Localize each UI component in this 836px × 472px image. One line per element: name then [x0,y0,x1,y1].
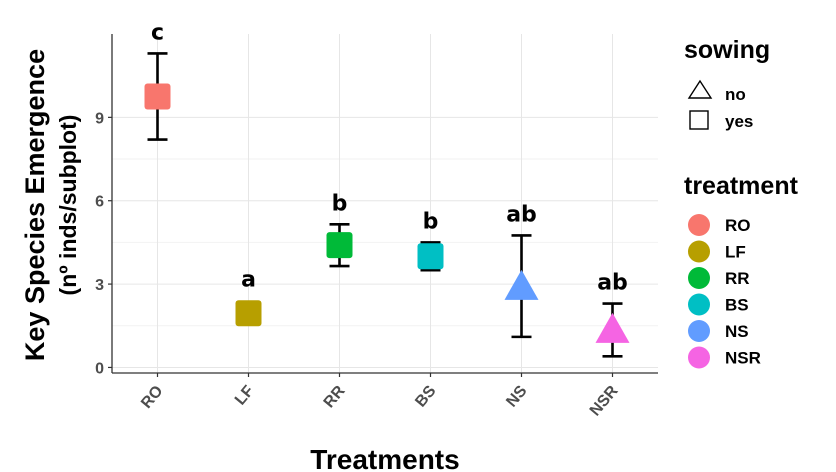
axes [108,34,658,377]
legend-treatment-label: NS [725,322,749,341]
x-tick-label: LF [232,382,258,408]
legend-sowing-title: sowing [684,36,770,64]
y-tick-label: 3 [95,277,104,294]
significance-letter: a [241,267,256,292]
significance-letter: c [151,20,164,45]
y-axis-subtitle: (nº inds/subplot) [55,115,81,296]
legend-treatment-title: treatment [684,172,799,200]
data-point-square [326,232,353,259]
legend-treatment-label: LF [725,243,746,262]
legend-treatment-swatch [688,214,710,236]
y-tick-label: 0 [95,360,104,377]
legend-sowing-no: no [725,85,746,104]
grid-lines [112,34,658,373]
x-tick-label: BS [412,382,440,410]
data-point-triangle [595,312,630,343]
x-tick-labels: RO LF RR BS NS NSR [138,382,622,419]
legend-treatment-swatch [688,320,710,342]
legend-treatment-label: RO [725,216,751,235]
data-points [144,83,630,343]
significance-letter: b [332,191,348,216]
legend-treatment-swatch [688,293,710,316]
legend-treatment: treatment RO LF RR BS NS NSR [684,172,799,369]
x-tick-label: NSR [587,382,622,419]
legend-triangle-icon [687,79,713,99]
x-tick-label: RR [321,382,349,411]
data-point-square [235,300,262,327]
y-axis-title: Key Species Emergence [20,49,50,361]
legend-treatment-label: RR [725,269,750,288]
legend-sowing-yes: yes [725,112,753,131]
y-tick-label: 6 [95,194,104,211]
legend-treatment-label: BS [725,296,749,315]
data-point-triangle [504,269,539,300]
significance-letter: ab [597,271,628,296]
significance-letter: ab [506,202,537,227]
legend-treatment-swatch [688,240,710,263]
error-bars [147,52,623,358]
x-tick-label: NS [503,382,531,410]
significance-letter: b [423,209,439,234]
data-point-square [417,243,444,270]
x-axis-title: Treatments [310,444,459,472]
legend-treatment-label: NSR [725,349,761,368]
legend-square-icon [689,110,709,130]
legend-treatment-swatch [688,267,710,289]
x-tick-label: RO [138,383,166,412]
legend-treatment-swatch [688,346,710,369]
y-tick-label: 9 [95,110,104,127]
data-point-square [144,83,171,110]
y-tick-labels: 0 3 6 9 [95,110,104,377]
legend-sowing: sowing no yes [684,36,770,131]
